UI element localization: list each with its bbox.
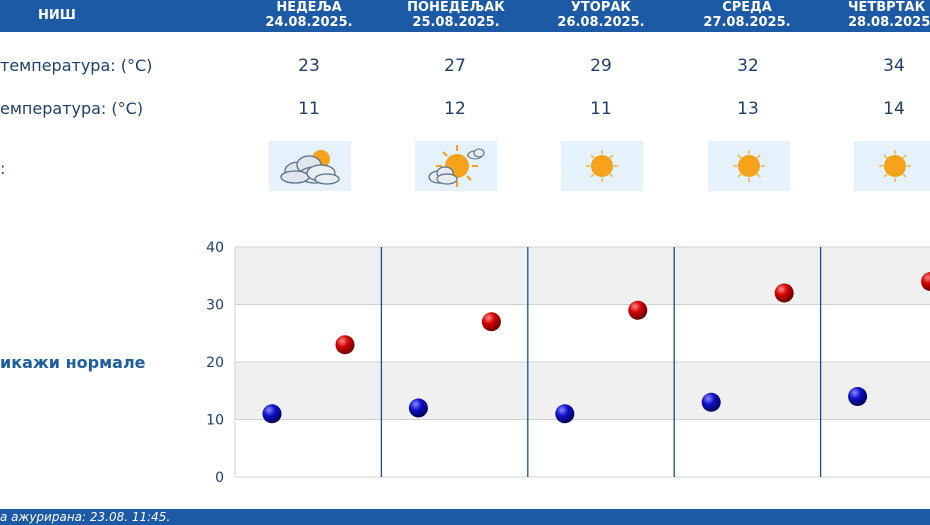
day-date: 28.08.2025. [848,15,930,30]
day-header-2: ПОНЕДЕЉАК 25.08.2025. [400,0,512,30]
day-date: 27.08.2025. [703,15,791,30]
day-header-5: ЧЕТВРТАК 28.08.2025. [848,0,930,30]
max-temp-point [921,272,930,291]
min-temp-value: 13 [737,99,759,119]
show-normals-link[interactable]: икажи нормале [0,353,146,372]
max-temp-point [628,300,648,320]
max-temp-value: 34 [883,56,905,76]
max-temp-value: 29 [590,56,612,76]
day-header-3: УТОРАК 26.08.2025. [554,0,648,30]
temperature-chart: 0 10 20 30 40 [206,240,930,486]
day-name: ПОНЕДЕЉАК [407,0,505,15]
min-temp-point [701,392,721,412]
day-name: СРЕДА [722,0,772,15]
min-temp-value: 12 [444,99,466,119]
day-header-4: СРЕДА 27.08.2025. [700,0,794,30]
sunny-icon [561,141,643,191]
max-temp-point [774,283,794,303]
day-date: 24.08.2025. [265,15,353,30]
day-header-1: НЕДЕЉА 24.08.2025. [262,0,356,30]
min-temp-value: 11 [590,99,612,119]
last-updated-text: а ажурирана: 23.08. 11:45. [0,510,171,524]
max-temp-label: температура: (°C) [0,56,153,75]
sunny-icon [854,141,930,191]
max-temp-point [481,312,501,332]
max-temp-value: 32 [737,56,759,76]
forecast-header: НИШ НЕДЕЉА 24.08.2025. ПОНЕДЕЉАК 25.08.2… [0,0,930,32]
y-tick-label: 20 [206,355,224,371]
city-name: НИШ [38,8,76,23]
min-temp-point [848,387,868,406]
max-temp-value: 27 [444,56,466,76]
max-temp-point [335,335,355,355]
day-name: УТОРАК [570,0,632,15]
chart-band [235,247,930,305]
sunny-icon [708,141,790,191]
weather-label: : [0,159,6,178]
chart-band [235,362,930,420]
chart-band [235,419,930,477]
y-tick-label: 40 [206,240,224,256]
min-temp-label: емпература: (°C) [0,99,144,118]
min-temp-value: 11 [298,99,320,119]
day-name: ЧЕТВРТАК [848,0,926,15]
y-tick-label: 10 [206,413,224,429]
max-temp-value: 23 [298,56,320,76]
day-date: 25.08.2025. [412,15,500,30]
cloudy-icon [269,141,351,191]
min-temp-point [408,398,428,418]
chart-band [235,304,930,362]
min-temp-value: 14 [883,99,905,119]
y-tick-label: 0 [215,470,224,486]
y-tick-label: 30 [206,298,224,314]
day-date: 26.08.2025. [557,15,645,30]
min-temp-point [262,404,282,424]
footer-bar: а ажурирана: 23.08. 11:45. [0,509,930,525]
partly-sunny-icon [415,141,497,191]
min-temp-point [555,404,575,424]
day-name: НЕДЕЉА [276,0,342,15]
